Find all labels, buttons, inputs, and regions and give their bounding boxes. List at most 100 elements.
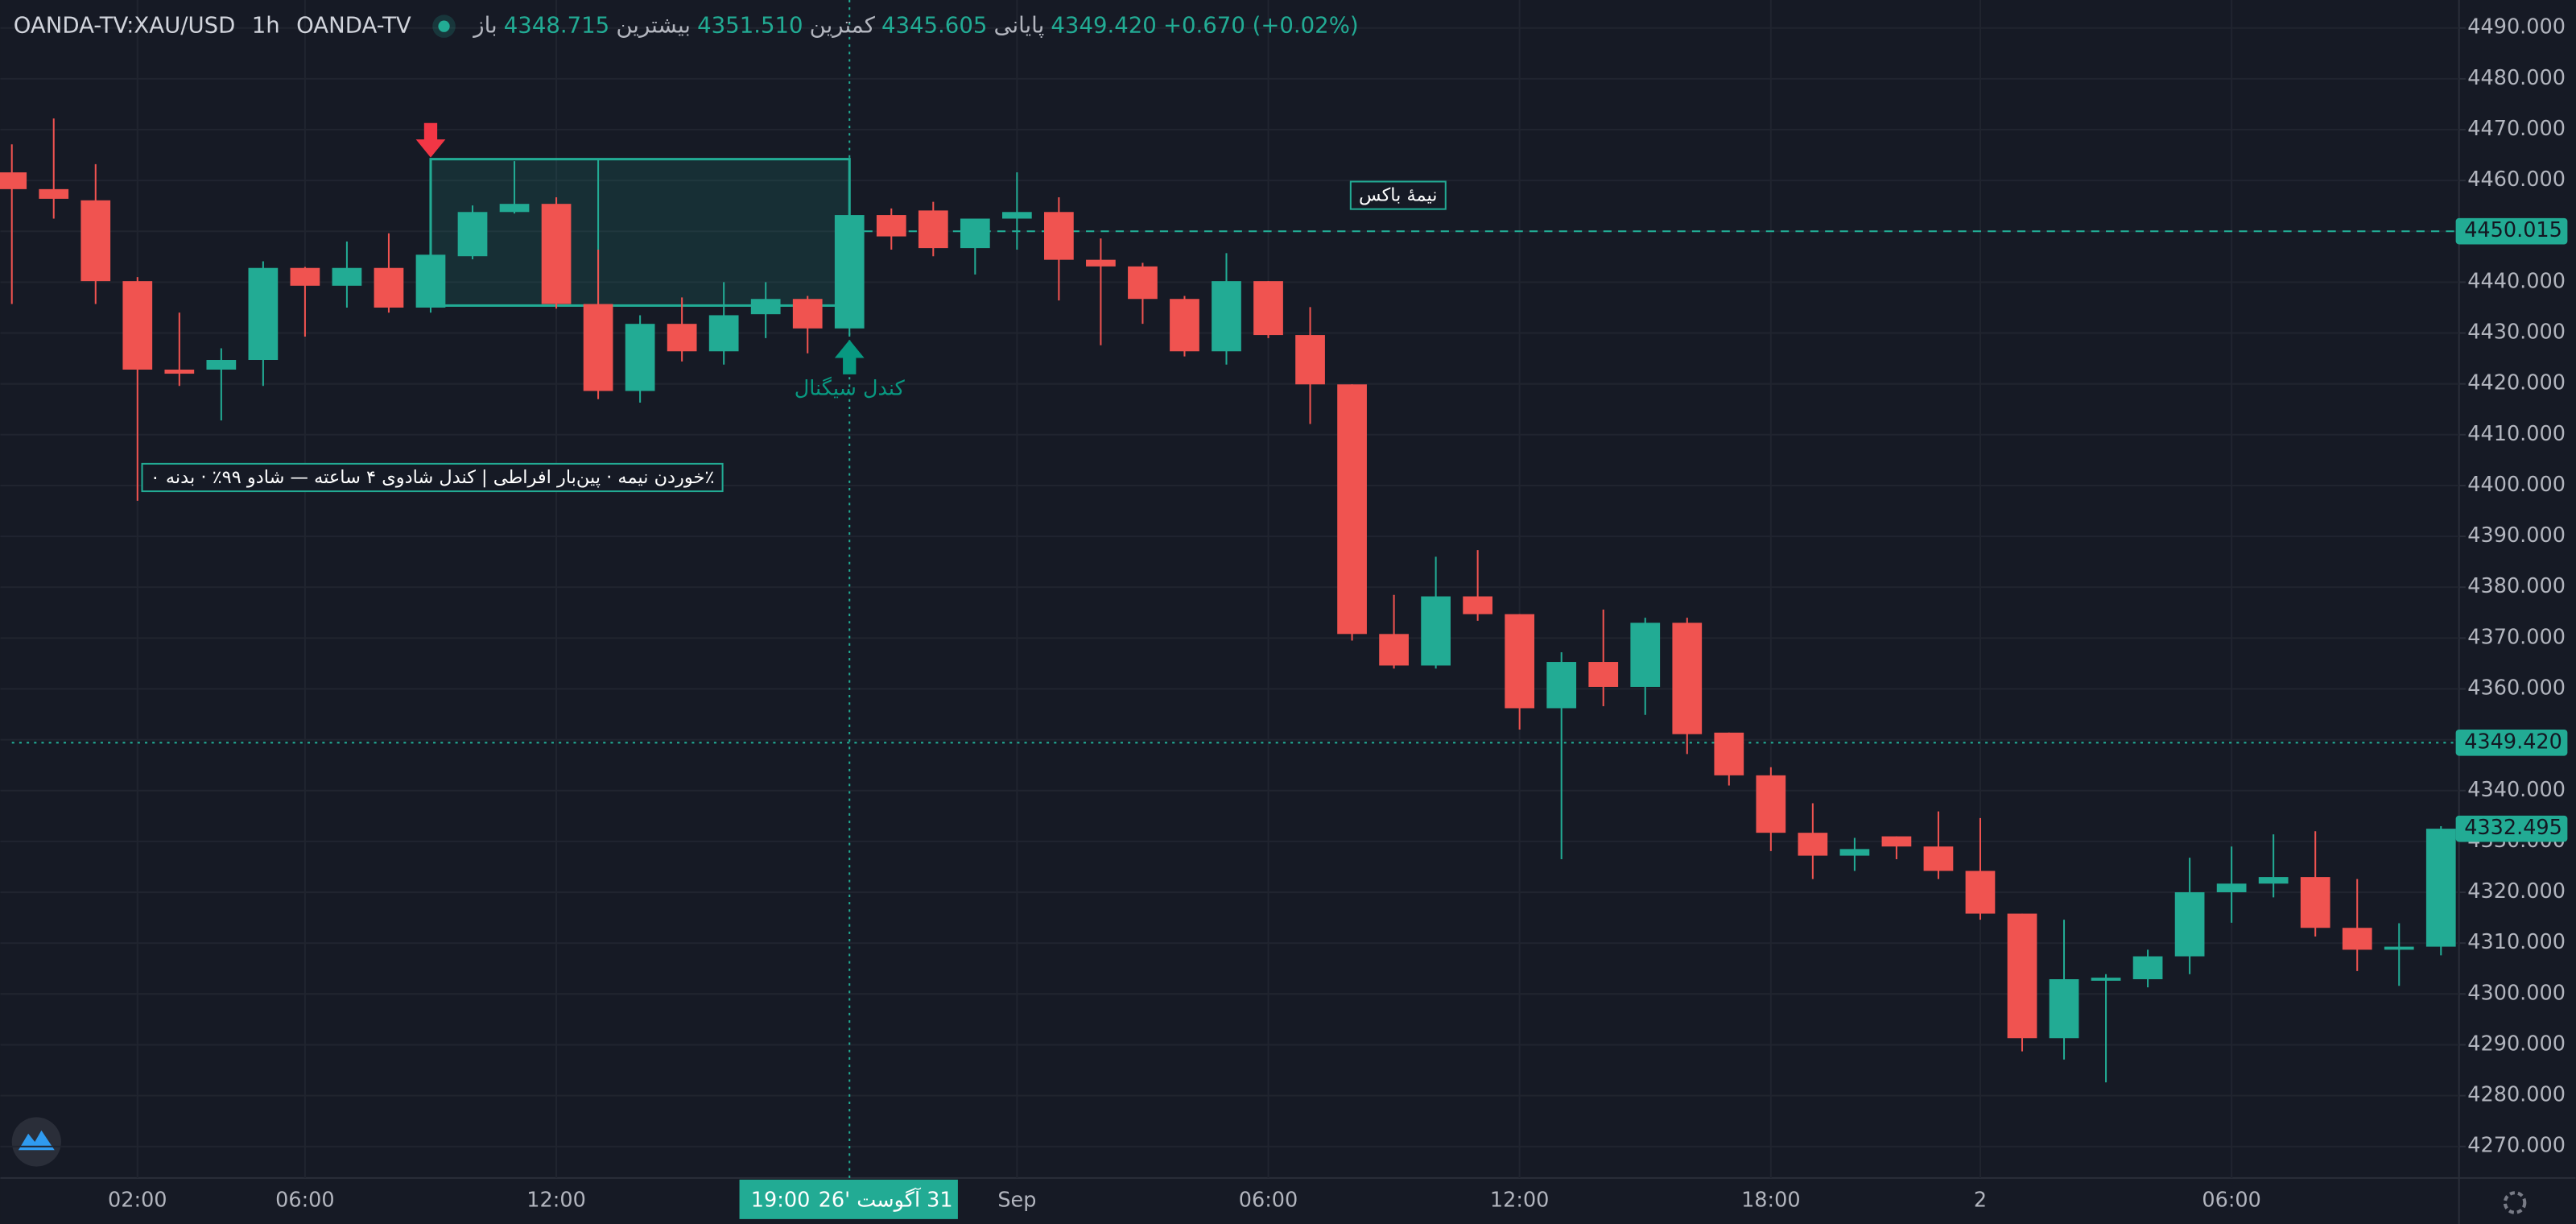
ohlc-label: باز <box>472 13 497 39</box>
header-source: OANDA-TV <box>296 13 411 39</box>
candle-body <box>960 218 990 249</box>
candle-body <box>1505 614 1535 709</box>
candle-body <box>1798 833 1828 856</box>
candle-body <box>1756 775 1786 833</box>
header-change: +0.670 (+0.02%) <box>1163 13 1359 39</box>
price-tag <box>2455 217 2568 245</box>
candle-body <box>2384 946 2414 950</box>
x-tick-label: 12:00 <box>1490 1188 1550 1212</box>
candle-body <box>1253 281 1283 336</box>
annotation-text: نیمهٔ باکس <box>1359 185 1438 206</box>
y-tick-label: 4390.000 <box>2467 523 2566 548</box>
crosshair-date: 31 آگوست '26 <box>819 1187 953 1212</box>
candle-body <box>332 267 362 286</box>
candle-body <box>290 267 320 286</box>
settings-button[interactable] <box>2503 1191 2527 1214</box>
marker-label: کندل سیگنال <box>795 377 906 401</box>
annotation-text: ٪خوردن نیمه · پین‌بار افراطی | کندل شادو… <box>151 467 715 488</box>
candle-body <box>834 215 865 329</box>
candle-body <box>122 281 153 370</box>
candle-body <box>1421 596 1451 666</box>
candle-body <box>2216 883 2247 893</box>
candle-body <box>248 267 279 361</box>
y-tick-label: 4480.000 <box>2467 66 2566 90</box>
x-tick-label: 18:00 <box>1741 1188 1801 1212</box>
candle-body <box>1672 622 1703 734</box>
candle-body <box>1463 596 1493 614</box>
price-tag-label: 4349.420 <box>2464 730 2562 754</box>
x-tick-label: 12:00 <box>526 1188 585 1212</box>
candle-body <box>2091 978 2121 981</box>
y-tick-label: 4290.000 <box>2467 1032 2566 1056</box>
candle-body <box>2342 928 2372 950</box>
candle-body <box>1881 836 1912 847</box>
price-tag-label: 4450.015 <box>2464 218 2562 242</box>
ohlc-value: 4349.420 <box>1051 13 1156 39</box>
ohlc-value: 4345.605 <box>881 13 987 39</box>
candle-body <box>457 212 488 257</box>
annotation: ٪خوردن نیمه · پین‌بار افراطی | کندل شادو… <box>141 462 724 493</box>
y-tick-label: 4300.000 <box>2467 981 2566 1005</box>
candle-body <box>541 204 572 304</box>
y-tick-label: 4410.000 <box>2467 422 2566 446</box>
logo-icon[interactable] <box>18 1130 55 1151</box>
candle-body <box>415 254 446 308</box>
y-tick-label: 4370.000 <box>2467 625 2566 649</box>
annotation-box <box>1349 180 1447 210</box>
x-tick-label: 06:00 <box>1239 1188 1298 1212</box>
y-tick-label: 4490.000 <box>2467 15 2566 39</box>
candle-body <box>206 360 237 370</box>
y-tick-label: 4460.000 <box>2467 167 2566 192</box>
candle-body <box>1546 662 1577 709</box>
y-tick-label: 4380.000 <box>2467 574 2566 598</box>
candle-body <box>792 299 823 329</box>
ohlc-value: 4348.715 <box>504 13 609 39</box>
candle-body <box>1337 384 1367 635</box>
ohlc-label: پایانی <box>994 13 1045 39</box>
x-tick-label: Sep <box>997 1188 1036 1212</box>
candle-body <box>750 299 781 315</box>
candle-body <box>1295 335 1325 385</box>
candle-body <box>667 324 697 352</box>
candle-body <box>876 215 906 237</box>
status-dot <box>438 20 450 32</box>
gear-icon[interactable] <box>2503 1191 2527 1214</box>
candle-body <box>2258 877 2289 884</box>
y-tick-label: 4270.000 <box>2467 1134 2566 1158</box>
candle-body <box>1001 212 1032 219</box>
candle-body <box>0 172 27 189</box>
price-tag <box>2455 729 2568 756</box>
x-tick-label: 06:00 <box>275 1188 335 1212</box>
crosshair-label-bg <box>739 1179 958 1219</box>
candle-body <box>1839 849 1870 856</box>
y-tick-label: 4430.000 <box>2467 320 2566 345</box>
y-tick-label: 4310.000 <box>2467 930 2566 954</box>
annotation-box <box>141 462 724 493</box>
range-box <box>429 158 851 307</box>
candle-body <box>583 304 613 391</box>
x-tick-label: 02:00 <box>108 1188 167 1212</box>
y-tick-label: 4280.000 <box>2467 1083 2566 1107</box>
candle-body <box>374 267 404 308</box>
candle-body <box>1128 266 1158 300</box>
candle-body <box>1588 662 1619 687</box>
candle-body <box>2132 956 2163 980</box>
candle-body <box>708 315 739 352</box>
candle-body <box>2049 979 2079 1039</box>
candle-body <box>164 370 195 374</box>
candle-body <box>80 200 111 282</box>
marker-arrow <box>834 340 865 374</box>
candle-body <box>1044 212 1074 260</box>
marker-arrow <box>415 122 446 158</box>
y-tick-label: 4320.000 <box>2467 879 2566 904</box>
candle-body <box>2174 892 2205 957</box>
candle-body <box>2300 877 2330 928</box>
logo[interactable] <box>11 1117 61 1167</box>
candle-body <box>1923 846 1954 871</box>
price-tag <box>2455 815 2568 842</box>
candle-body <box>1965 870 1996 914</box>
candle-body <box>499 204 530 213</box>
candle-body <box>2007 913 2037 1039</box>
